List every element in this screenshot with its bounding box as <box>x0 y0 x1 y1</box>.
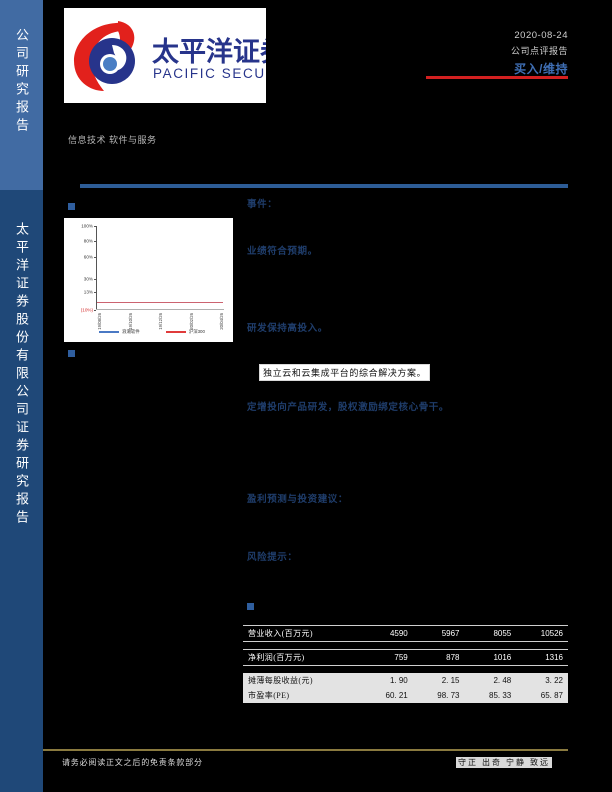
table-row-label: 市盈率(PE) <box>243 688 361 703</box>
chart-y-tick-mark <box>93 310 96 311</box>
table-spacer-row <box>243 642 568 650</box>
status-badge: 买入/维持 <box>514 62 568 76</box>
paragraph-placement: 定增投向产品研发，股权激励绑定核心骨干。 <box>247 403 450 413</box>
bullet-marker <box>68 203 75 210</box>
table-cell-value: 10526 <box>516 625 568 642</box>
report-meta: 2020-08-24 公司点评报告 买入/维持 <box>368 30 568 77</box>
chart-legend-label: 沪深300 <box>188 329 205 334</box>
table-spacer-cell <box>243 642 568 650</box>
table-row: 营业收入(百万元) 4590 5967 8055 10526 <box>243 625 568 642</box>
footer-motto: 守正 出奇 宁静 致远 <box>456 757 552 768</box>
relative-performance-chart: 100% 80% 60% 30% 13% (10%) 19/08/26 19/10/26 19… <box>64 218 233 342</box>
sidebar-band-top: 公司研究报告 <box>0 0 43 190</box>
bullet-marker <box>247 603 254 610</box>
chart-x-tick-label: 20/02/26 <box>188 313 194 330</box>
chart-legend-item: 沪深300 <box>165 329 205 335</box>
table-spacer-cell <box>243 666 568 674</box>
chart-legend-label: 浪潮软件 <box>122 329 140 334</box>
chart-y-tick-label: 30% <box>83 276 93 282</box>
financial-forecast-table: 营业收入(百万元) 4590 5967 8055 10526 净利润(百万元) 759 878… <box>243 625 568 703</box>
table-cell-value: 4590 <box>361 625 413 642</box>
table-cell-value: 759 <box>361 649 413 666</box>
sidebar-label-firm-research: 太平洋证券股份有限公司证券研究报告 <box>14 222 29 528</box>
highlighted-text: 独立云和云集成平台的综合解决方案。 <box>259 364 431 381</box>
chart-series-lines <box>97 302 223 303</box>
table-row: 净利润(百万元) 759 878 1016 1316 <box>243 649 568 666</box>
table-cell-value: 65. 87 <box>516 688 568 703</box>
report-type: 公司点评报告 <box>510 46 568 56</box>
table-row-label: 营业收入(百万元) <box>243 625 361 642</box>
chart-x-tick-label: 20/04/26 <box>219 313 224 330</box>
chart-y-tick-label: 80% <box>83 238 93 244</box>
chart-legend-item: 浪潮软件 <box>99 329 140 335</box>
chart-baseline <box>96 308 224 310</box>
table-cell-value: 8055 <box>464 625 517 642</box>
bullet-marker <box>68 350 75 357</box>
chart-legend-swatch <box>99 331 120 333</box>
chart-x-tick-label: 19/08/26 <box>97 313 102 330</box>
table-cell-value: 3. 22 <box>516 673 568 688</box>
chart-y-tick-label: 100% <box>81 223 93 229</box>
chart-y-tick-mark <box>93 226 96 227</box>
table-cell-value: 98. 73 <box>412 688 465 703</box>
logo-english-name: PACIFIC SECURITIES <box>153 66 266 81</box>
table-cell-value: 2. 48 <box>464 673 517 688</box>
rating-underline <box>426 76 568 79</box>
chart-x-tick-label: 19/12/26 <box>158 313 163 330</box>
table-cell-value: 85. 33 <box>464 688 517 703</box>
table-row: 市盈率(PE) 60. 21 98. 73 85. 33 65. 87 <box>243 688 568 703</box>
chart-legend: 浪潮软件 沪深300 <box>86 329 218 335</box>
chart-y-tick-label: 13% <box>83 289 93 295</box>
section-heading-risk: 风险提示： <box>247 553 298 563</box>
footer-disclaimer: 请务必阅读正文之后的免责条款部分 <box>62 758 203 767</box>
section-heading-forecast: 盈利预测与投资建议： <box>247 495 349 505</box>
table-row: 摊薄每股收益(元) 1. 90 2. 15 2. 48 3. 22 <box>243 673 568 688</box>
pacific-swirl-logo-icon <box>74 21 135 91</box>
logo-chinese-name: 太平洋证券 <box>152 37 266 67</box>
chart-y-axis <box>96 226 97 310</box>
industry-classification: 信息技术 软件与服务 <box>68 135 157 145</box>
chart-y-tick-mark <box>93 279 96 281</box>
table-cell-value: 60. 21 <box>361 688 413 703</box>
chart-y-tick-mark <box>93 256 96 258</box>
section-divider <box>80 184 568 188</box>
table-cell-value: 2. 15 <box>412 673 465 688</box>
section-heading-event: 事件： <box>247 200 278 210</box>
chart-legend-swatch <box>165 331 186 333</box>
table-cell-value: 878 <box>412 649 465 666</box>
report-date: 2020-08-24 <box>514 30 568 41</box>
chart-y-tick-mark <box>93 292 96 294</box>
paragraph-results: 业绩符合预期。 <box>247 247 318 257</box>
chart-y-tick-mark <box>93 241 96 243</box>
table-cell-value: 5967 <box>412 625 465 642</box>
chart-y-tick-label: 60% <box>83 254 93 260</box>
table-row-label: 净利润(百万元) <box>243 649 361 666</box>
table-cell-value: 1. 90 <box>361 673 413 688</box>
chart-plot-area: 100% 80% 60% 30% 13% (10%) 19/08/26 19/10/26 19… <box>81 224 224 330</box>
footer-divider <box>43 749 568 751</box>
table-cell-value: 1316 <box>516 649 568 666</box>
chart-x-tick-label: 19/10/26 <box>127 313 133 330</box>
company-logo: 太平洋证券 PACIFIC SECURITIES <box>64 8 266 103</box>
chart-y-tick-label: (10%) <box>80 307 93 313</box>
table-cell-value: 1016 <box>464 649 517 666</box>
sidebar-band-bottom: 太平洋证券股份有限公司证券研究报告 <box>0 190 43 792</box>
financial-table-body: 营业收入(百万元) 4590 5967 8055 10526 净利润(百万元) 759 878… <box>243 625 568 703</box>
left-sidebar: 公司研究报告 太平洋证券股份有限公司证券研究报告 <box>0 0 43 792</box>
table-row-label: 摊薄每股收益(元) <box>243 673 361 688</box>
sidebar-label-company-research: 公司研究报告 <box>14 28 29 136</box>
table-spacer-row <box>243 666 568 674</box>
paragraph-rnd: 研发保持高投入。 <box>247 324 328 334</box>
